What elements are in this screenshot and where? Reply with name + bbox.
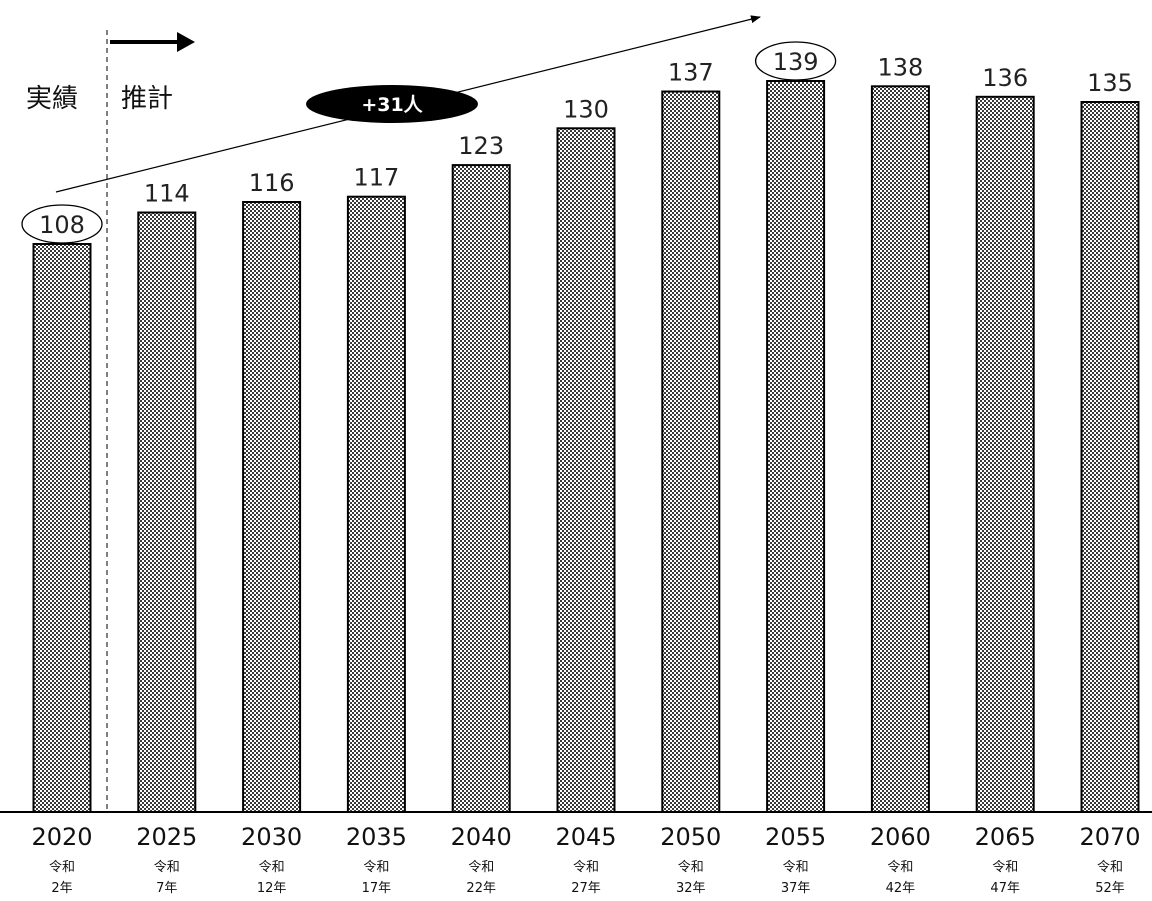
era-year-2055: 37年: [781, 881, 811, 896]
era-label-2045: 令和: [573, 860, 599, 875]
value-label-2025: 114: [144, 180, 190, 208]
value-label-2060: 138: [877, 53, 923, 81]
increase-label: +31人: [361, 94, 423, 116]
era-label-2055: 令和: [783, 860, 809, 875]
value-label-2040: 123: [458, 132, 504, 160]
era-year-2050: 32年: [676, 881, 706, 896]
bar-2020: [32, 243, 92, 813]
increase-badge: +31人: [306, 85, 478, 123]
x-tick-label-2040: 2040: [451, 823, 512, 851]
x-tick-label-2045: 2045: [555, 823, 616, 851]
era-year-2020: 2年: [51, 881, 72, 896]
x-tick-label-2060: 2060: [870, 823, 931, 851]
projection-label: 推計: [121, 84, 173, 114]
bar-2045: [556, 127, 616, 814]
bar-2040: [451, 164, 511, 814]
bar-2060: [870, 85, 930, 814]
bar-2070: [1080, 101, 1140, 813]
actual-label: 実績: [26, 84, 78, 114]
era-year-2065: 47年: [990, 881, 1020, 896]
value-label-2030: 116: [249, 169, 295, 197]
bars-layer: [32, 80, 1140, 814]
x-tick-label-2035: 2035: [346, 823, 407, 851]
x-tick-label-2050: 2050: [660, 823, 721, 851]
bar-2050: [661, 90, 721, 813]
era-year-2060: 42年: [886, 881, 916, 896]
value-highlight-2020: [21, 204, 103, 244]
labels-layer: 108 2020 令和 2年 114 2025 令和 7年 116 2030 令和 12年 117 203…: [21, 41, 1141, 896]
era-label-2060: 令和: [887, 860, 913, 875]
x-tick-label-2065: 2065: [975, 823, 1036, 851]
bar-2065: [975, 95, 1035, 814]
value-label-2050: 137: [668, 59, 714, 87]
value-highlight-2055: [754, 41, 837, 81]
era-year-2045: 27年: [571, 881, 601, 896]
era-label-2025: 令和: [154, 860, 180, 875]
era-label-2050: 令和: [678, 860, 704, 875]
projection-arrow-icon: [110, 32, 195, 52]
bar-2035: [346, 195, 406, 813]
era-label-2030: 令和: [259, 860, 285, 875]
value-label-2065: 136: [982, 64, 1028, 92]
bar-2025: [137, 211, 197, 813]
x-tick-label-2025: 2025: [136, 823, 197, 851]
era-year-2070: 52年: [1095, 881, 1125, 896]
era-label-2070: 令和: [1097, 860, 1123, 875]
value-label-2070: 135: [1087, 69, 1133, 97]
bar-2055: [766, 80, 826, 813]
x-tick-label-2070: 2070: [1079, 823, 1140, 851]
value-label-2035: 117: [353, 164, 399, 192]
era-year-2040: 22年: [466, 881, 496, 896]
era-year-2030: 12年: [257, 881, 287, 896]
x-tick-label-2020: 2020: [31, 823, 92, 851]
era-label-2065: 令和: [992, 860, 1018, 875]
value-label-2055: 139: [773, 48, 819, 76]
era-label-2020: 令和: [49, 860, 75, 875]
era-label-2035: 令和: [363, 860, 389, 875]
value-label-2045: 130: [563, 95, 609, 123]
x-tick-label-2030: 2030: [241, 823, 302, 851]
x-tick-label-2055: 2055: [765, 823, 826, 851]
era-year-2025: 7年: [156, 881, 177, 896]
bar-2030: [242, 201, 302, 813]
era-label-2040: 令和: [468, 860, 494, 875]
era-year-2035: 17年: [362, 881, 392, 896]
value-label-2020: 108: [39, 211, 85, 239]
